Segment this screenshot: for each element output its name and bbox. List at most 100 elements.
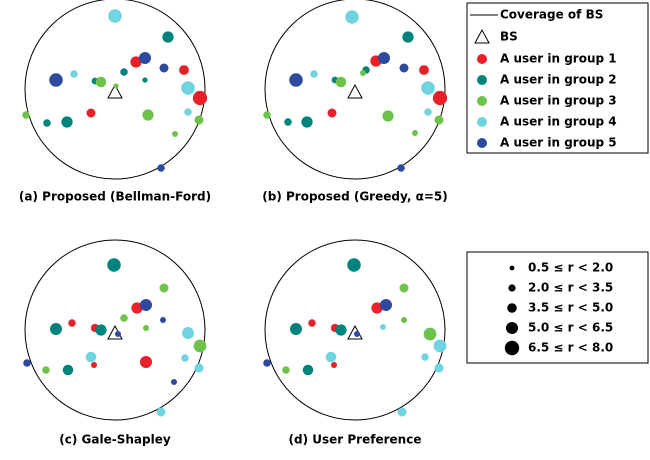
user-point	[421, 81, 435, 95]
user-point	[85, 351, 97, 363]
user-point	[95, 324, 107, 336]
user-point	[378, 52, 390, 64]
coverage-circle	[24, 0, 206, 180]
size-legend-label: 0.5 ≤ r < 2.0	[528, 261, 613, 275]
user-point	[70, 70, 78, 78]
user-point	[371, 302, 383, 314]
size-legend-marker	[507, 303, 517, 313]
legend-label: A user in group 3	[500, 94, 617, 108]
legend-label: Coverage of BS	[500, 8, 603, 22]
user-point	[61, 116, 73, 128]
user-point	[171, 379, 177, 385]
user-point	[162, 31, 174, 43]
user-point	[302, 364, 314, 376]
panel-caption: (a) Proposed (Bellman-Ford)	[19, 190, 211, 204]
size-legend-marker	[504, 340, 520, 356]
legend-marker	[477, 96, 487, 106]
legend-label: BS	[500, 30, 518, 44]
user-point	[412, 130, 418, 136]
user-point	[115, 331, 121, 337]
bs-icon	[107, 83, 123, 99]
user-point	[360, 70, 366, 76]
panel-caption: (b) Proposed (Greedy, α=5)	[262, 190, 447, 204]
user-point	[382, 110, 394, 122]
user-point	[424, 108, 432, 116]
user-point	[289, 73, 303, 87]
user-point	[95, 76, 107, 88]
coverage-circle	[264, 0, 446, 180]
user-point	[421, 353, 429, 361]
user-point	[181, 81, 195, 95]
user-point	[335, 324, 347, 336]
user-point	[139, 52, 151, 64]
user-point	[42, 366, 50, 374]
coverage-circle	[24, 239, 206, 421]
user-point	[423, 327, 437, 341]
panel-caption: (d) User Preference	[289, 433, 422, 447]
legend-label: A user in group 2	[500, 73, 617, 87]
legend-box	[466, 2, 649, 154]
user-point	[301, 116, 313, 128]
user-point	[184, 108, 192, 116]
user-point	[68, 319, 76, 327]
legend-bs-icon	[474, 28, 490, 44]
user-point	[62, 364, 74, 376]
legend-label: A user in group 1	[500, 52, 617, 66]
user-point	[354, 331, 360, 337]
size-legend-marker	[506, 322, 518, 334]
user-point	[140, 299, 152, 311]
user-point	[23, 359, 31, 367]
size-legend-marker	[508, 284, 516, 292]
user-point	[284, 118, 292, 126]
user-point	[160, 317, 166, 323]
user-point	[108, 9, 122, 23]
user-point	[263, 111, 271, 119]
bs-icon	[347, 83, 363, 99]
user-point	[192, 90, 208, 106]
user-point	[397, 164, 405, 172]
user-point	[434, 363, 444, 373]
user-point	[156, 407, 166, 417]
user-point	[179, 65, 189, 75]
legend-marker	[477, 54, 487, 64]
legend-marker	[477, 117, 487, 127]
user-point	[327, 108, 337, 118]
size-legend-marker	[509, 265, 515, 271]
user-point	[157, 164, 165, 172]
size-legend-label: 5.0 ≤ r < 6.5	[528, 321, 613, 335]
user-point	[142, 77, 148, 83]
user-point	[113, 83, 119, 89]
user-point	[397, 407, 407, 417]
user-point	[325, 351, 337, 363]
user-point	[159, 63, 169, 73]
user-point	[433, 339, 447, 353]
user-point	[331, 362, 337, 368]
legend-marker	[477, 138, 487, 148]
panel-caption: (c) Gale-Shapley	[59, 433, 171, 447]
legend-label: A user in group 4	[500, 115, 617, 129]
user-point	[399, 283, 409, 293]
size-legend-label: 3.5 ≤ r < 5.0	[528, 301, 613, 315]
user-point	[120, 68, 128, 76]
size-legend-label: 2.0 ≤ r < 3.5	[528, 281, 613, 295]
size-legend-box	[466, 251, 649, 364]
user-point	[193, 339, 207, 353]
user-point	[181, 354, 189, 362]
user-point	[22, 111, 30, 119]
user-point	[91, 362, 97, 368]
user-point	[308, 319, 316, 327]
user-point	[402, 31, 414, 43]
user-point	[380, 324, 386, 330]
user-point	[49, 73, 63, 87]
user-point	[50, 323, 62, 335]
user-point	[86, 108, 96, 118]
user-point	[432, 90, 448, 106]
user-point	[419, 65, 429, 75]
user-point	[380, 299, 392, 311]
user-point	[43, 119, 51, 127]
user-point	[347, 258, 361, 272]
user-point	[159, 283, 169, 293]
legend-marker	[477, 75, 487, 85]
user-point	[131, 302, 143, 314]
